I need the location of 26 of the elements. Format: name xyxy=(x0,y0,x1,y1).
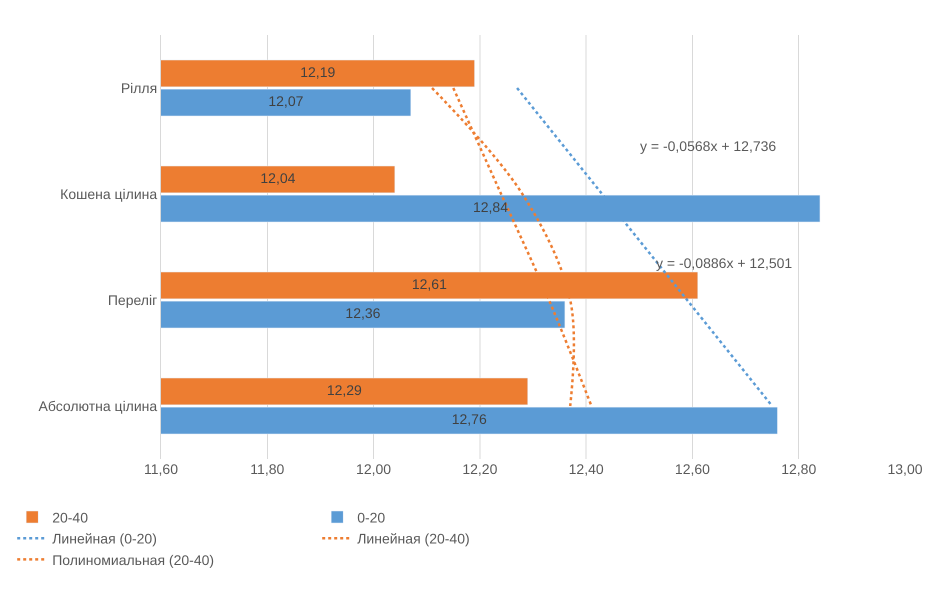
x-tick-label: 12,80 xyxy=(781,461,816,477)
x-tick-label: 11,60 xyxy=(144,461,178,477)
data-label: 12,61 xyxy=(412,276,448,292)
data-label: 12,76 xyxy=(452,411,487,428)
x-tick-label: 11,80 xyxy=(250,461,284,477)
x-tick-label: 12,40 xyxy=(568,461,604,477)
data-label: 12,04 xyxy=(260,170,296,186)
y-tick-label: Абсолютна цілина xyxy=(38,398,158,414)
y-tick-label: Переліг xyxy=(108,292,158,308)
legend-label: 0-20 xyxy=(357,509,386,526)
x-tick-label: 13,00 xyxy=(887,461,923,477)
legend-label: Полиномиальная (20-40) xyxy=(52,552,214,568)
annotation: y = -0,0568x + 12,736 xyxy=(640,138,776,154)
legend-label: Линейная (20-40) xyxy=(357,530,470,547)
x-tick-label: 12,20 xyxy=(462,461,498,477)
y-tick-label: Кошена цілина xyxy=(60,186,158,202)
data-label: 12,19 xyxy=(300,64,336,80)
data-label: 12,29 xyxy=(326,382,362,398)
y-tick-label: Рілля xyxy=(120,80,158,96)
x-tick-label: 12,00 xyxy=(356,461,392,477)
data-label: 12,84 xyxy=(472,199,508,216)
legend-label: Линейная (0-20) xyxy=(52,530,157,547)
x-tick-label: 12,60 xyxy=(674,461,710,477)
legend-label: 20-40 xyxy=(52,509,88,526)
data-label: 12,36 xyxy=(345,305,381,322)
data-label: 12,07 xyxy=(268,93,304,110)
